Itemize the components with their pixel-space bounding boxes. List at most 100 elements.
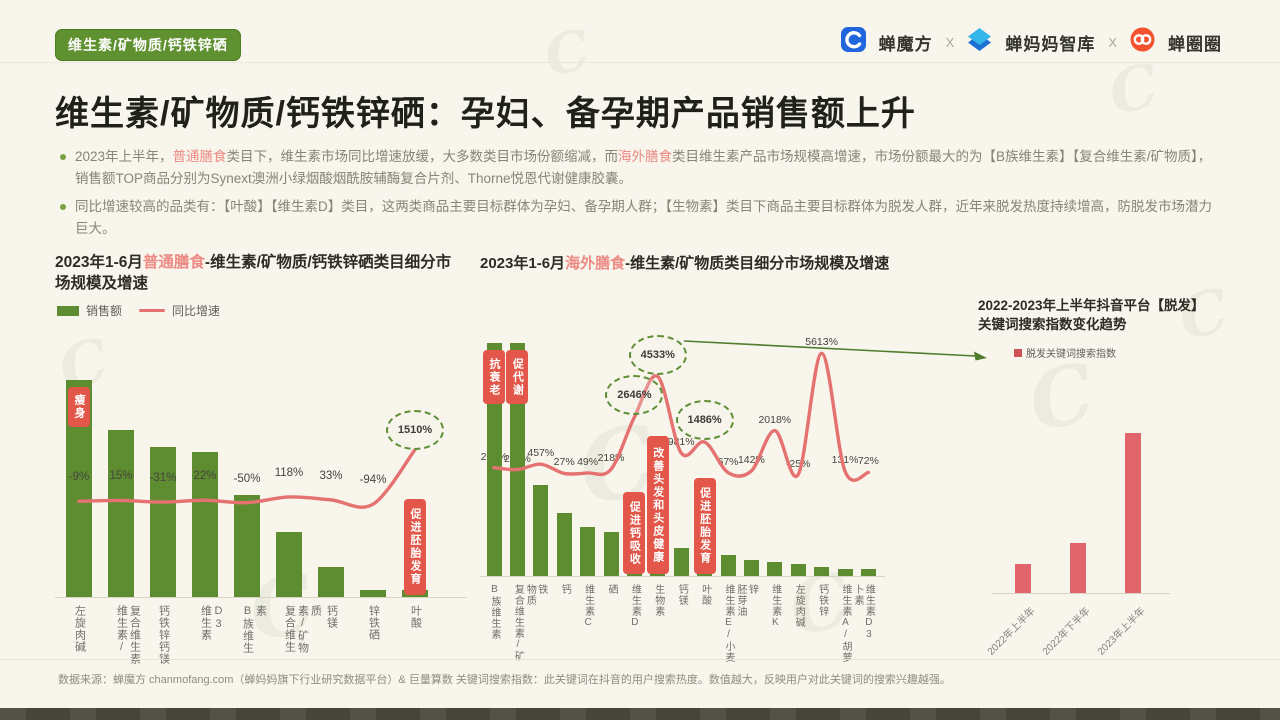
category-label: 维生素D3 [863, 584, 875, 641]
growth-value: -25% [785, 457, 811, 470]
sales-bar [234, 495, 260, 597]
chart1-plot: 左旋肉碱 维生素/复合维生素 钙铁锌钙镁 维生素D3 B族维生素 复合维生素/矿物质 钙镁 锌… [55, 294, 485, 714]
category-label: 维生素D3 [199, 605, 225, 641]
sales-bar [276, 532, 302, 597]
growth-legend-swatch [139, 309, 166, 312]
sales-bar [108, 430, 134, 597]
growth-value: 457% [527, 447, 555, 460]
growth-highlight-circle: 4533% [628, 334, 687, 375]
chart-overseas-diet: 2023年1-6月海外膳食-维生素/矿物质类目细分市场规模及增速 B族维生素 复合… [480, 253, 910, 673]
growth-value: 72% [857, 455, 879, 468]
category-tag: 促进胚胎发育 [693, 478, 716, 574]
sales-legend-swatch [57, 305, 79, 316]
growth-value: -31% [149, 472, 177, 485]
sales-bar [580, 527, 596, 576]
chart3-legend: 脱发关键词搜索指数 [1014, 345, 1116, 360]
category-label: 左旋肉碱 [73, 605, 86, 653]
growth-value: 33% [319, 469, 343, 482]
category-label: 左旋肉碱 [793, 584, 805, 628]
category-label: 2022年下半年 [1040, 605, 1093, 658]
bottom-band [0, 708, 1280, 720]
data-source-note: 数据来源：蝉魔方 chanmofang.com（蝉妈妈旗下行业研究数据平台）& … [58, 674, 951, 686]
chart-hairloss-index: 2022-2023年上半年抖音平台【脱发】 关键词搜索指数变化趋势 脱发关键词搜索… [978, 296, 1270, 676]
category-label: 叶酸 [699, 584, 711, 606]
brand3-name: 蝉圈圈 [1168, 34, 1222, 54]
category-label: 钙铁锌钙镁 [157, 605, 170, 665]
sales-bar [837, 569, 853, 576]
category-label: 维生素E/小麦胚芽油 [723, 584, 746, 663]
growth-line [492, 351, 871, 482]
brand1-name: 蝉魔方 [878, 34, 933, 54]
category-tag: 促进钙吸收 [623, 492, 646, 574]
category-label: 维生素/复合维生素 [115, 605, 141, 665]
growth-value: -50% [233, 472, 261, 485]
chart3-title: 2022-2023年上半年抖音平台【脱发】 关键词搜索指数变化趋势 [978, 298, 1205, 332]
category-tag: 促进胚胎发育 [404, 499, 426, 595]
category-label: 铁 [535, 584, 547, 595]
category-label: 钙 [559, 584, 571, 595]
sales-bar [720, 555, 736, 576]
category-tag: 瘦身 [68, 387, 90, 427]
category-label: 锌 [746, 584, 758, 595]
growth-value: -9% [68, 471, 90, 484]
sales-bar [603, 532, 619, 576]
growth-value: 49% [577, 455, 599, 468]
sales-bar [533, 485, 549, 576]
category-label: 2023年上半年 [1095, 605, 1148, 658]
category-label: 叶酸 [409, 605, 422, 629]
growth-value: 22% [193, 470, 217, 483]
sales-bar [150, 447, 176, 597]
category-tag: 促代谢 [506, 350, 529, 404]
category-label: B族维生素 [241, 605, 267, 654]
category-label: 锌铁硒 [367, 605, 380, 641]
chanmama-logo-icon [967, 27, 992, 57]
sales-bar [767, 562, 783, 576]
category-label: 维生素A/胡萝卜素 [840, 584, 863, 663]
sales-bar [814, 567, 830, 576]
logo-separator: X [945, 34, 955, 50]
category-label: 硒 [606, 584, 617, 595]
sales-bar [360, 590, 386, 597]
search-index-bar [1015, 564, 1031, 593]
axis-line [480, 576, 885, 577]
category-label: 钙镁 [676, 584, 688, 606]
category-badge: 维生素/矿物质/钙铁锌硒 [55, 29, 241, 61]
chart3-plot: 2022年上半年 2022年下半年 2023年上半年 [978, 334, 1270, 714]
category-label: 生物素 [652, 584, 664, 617]
bullet-item: 2023年上半年，普通膳食类目下，维生素市场同比增速放缓，大多数类目市场份额缩减… [58, 146, 1223, 189]
growth-value: -94% [359, 474, 387, 487]
sales-bar [556, 513, 572, 576]
brand-logos: 蝉魔方 X 蝉妈妈智库 X 蝉圈圈 [840, 27, 1222, 57]
footer-divider [0, 659, 1280, 660]
category-label: 复合维生素/矿物质 [283, 605, 322, 654]
chanquanquan-logo-icon [1130, 27, 1155, 57]
category-label: B族维生素 [489, 584, 500, 640]
category-label: 钙镁 [325, 605, 338, 629]
category-label: 复合维生素/矿物质 [512, 584, 536, 662]
category-tag: 抗衰老 [483, 350, 505, 404]
chart1-title: 2023年1-6月普通膳食-维生素/矿物质/钙铁锌硒类目细分市场规模及增速 [55, 254, 452, 292]
category-label: 维生素K [769, 584, 781, 629]
search-index-legend-swatch [1014, 348, 1022, 357]
page-title: 维生素/矿物质/钙铁锌硒：孕妇、备孕期产品销售额上升 [55, 95, 916, 133]
category-label: 维生素C [582, 584, 594, 629]
growth-value: 27% [553, 456, 575, 469]
watermark: C [538, 16, 596, 89]
growth-highlight-circle: 1486% [675, 400, 734, 441]
sales-bar [192, 452, 218, 597]
search-index-bar [1070, 543, 1086, 593]
bullet-item: 同比增速较高的品类有：【叶酸】【维生素D】类目，这两类商品主要目标群体为孕妇、备… [58, 196, 1223, 239]
sales-bar [790, 564, 806, 576]
growth-value: 118% [274, 466, 304, 479]
bullet-dot-icon [60, 154, 66, 160]
sales-bar [318, 567, 344, 597]
axis-line [992, 593, 1170, 594]
logo-separator: X [1108, 34, 1117, 50]
sales-bar [860, 569, 876, 576]
search-index-bar [1125, 433, 1141, 593]
chart1-legend: 销售额 同比增速 [57, 302, 220, 319]
summary-bullets: 2023年上半年，普通膳食类目下，维生素市场同比增速放缓，大多数类目市场份额缩减… [58, 146, 1223, 246]
header-divider [0, 62, 1280, 63]
sales-bar [673, 548, 689, 576]
growth-highlight-circle: 1510% [386, 409, 444, 450]
